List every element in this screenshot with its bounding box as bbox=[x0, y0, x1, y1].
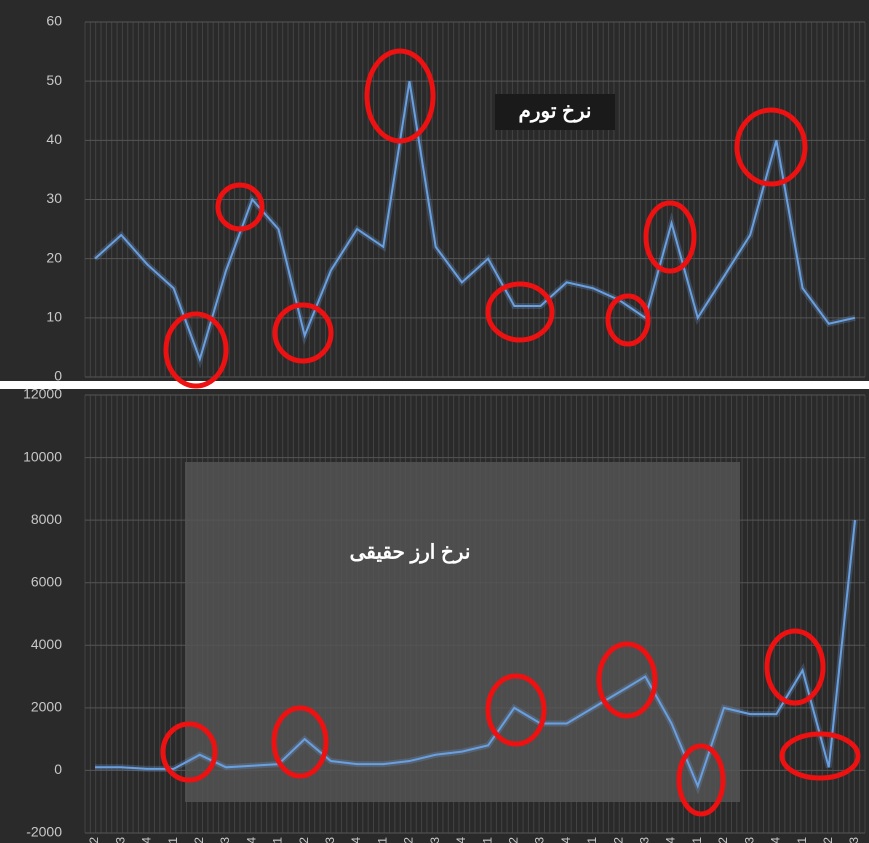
x-tick-label: 1388q1 bbox=[690, 837, 704, 843]
y-tick-label: 60 bbox=[46, 13, 62, 29]
highlight bbox=[163, 311, 229, 389]
highlight bbox=[485, 673, 547, 747]
x-tick-label: 1374q2 bbox=[402, 837, 416, 843]
x-tick-label: 1376q4 bbox=[454, 837, 468, 843]
highlight bbox=[215, 182, 265, 232]
y-tick-label: 0 bbox=[54, 368, 62, 384]
x-tick-label: 1363q1 bbox=[166, 837, 180, 843]
y-tick-label: 12000 bbox=[23, 386, 62, 402]
x-tick-label: 1380q3 bbox=[533, 837, 547, 843]
x-tick-label: 1390q3 bbox=[742, 837, 756, 843]
x-tick-label: 1359q2 bbox=[87, 837, 101, 843]
y-tick-label: 20 bbox=[46, 249, 62, 265]
x-tick-label: 1366q4 bbox=[244, 837, 258, 843]
x-tick-label: 1368q1 bbox=[271, 837, 285, 843]
x-tick-label: 1384q2 bbox=[611, 837, 625, 843]
x-tick-label: 1391q4 bbox=[769, 837, 783, 843]
x-tick-label: 1394q2 bbox=[821, 837, 835, 843]
x-tick-label: 1383q1 bbox=[585, 837, 599, 843]
data-line bbox=[95, 520, 856, 789]
x-tick-label: 1386q4 bbox=[664, 837, 678, 843]
x-tick-label: 1395q3 bbox=[847, 837, 861, 843]
y-tick-label: 30 bbox=[46, 190, 62, 206]
highlight bbox=[643, 200, 697, 274]
x-tick-label: 1369q2 bbox=[297, 837, 311, 843]
x-tick-label: 1378q1 bbox=[480, 837, 494, 843]
highlight bbox=[272, 302, 334, 364]
y-tick-label: 4000 bbox=[31, 636, 62, 652]
x-tick-label: 1385q3 bbox=[638, 837, 652, 843]
highlight bbox=[779, 731, 861, 781]
separator bbox=[0, 381, 869, 389]
x-tick-label: 1381q4 bbox=[559, 837, 573, 843]
x-tick-label: 1389q2 bbox=[716, 837, 730, 843]
x-tick-label: 1361q4 bbox=[140, 837, 154, 843]
x-tick-label: 1364q2 bbox=[192, 837, 206, 843]
plots: 0 10 20 30 40 50 60 نرخ تورم -2000 0 2000 4000 6000 8… bbox=[23, 13, 866, 843]
highlight bbox=[734, 107, 808, 187]
y-tick-label: 2000 bbox=[31, 699, 62, 715]
highlight-circles bbox=[160, 48, 861, 817]
highlight bbox=[485, 281, 555, 343]
x-tick-label: 1373q1 bbox=[375, 837, 389, 843]
x-tick-label: 1370q3 bbox=[323, 837, 337, 843]
highlight bbox=[605, 293, 651, 347]
chart-title: نرخ ارز حقیقی bbox=[350, 541, 471, 564]
x-tick-label: 1365q3 bbox=[218, 837, 232, 843]
y-tick-label: -2000 bbox=[26, 824, 62, 840]
highlight bbox=[364, 48, 436, 144]
y-tick-label: 0 bbox=[54, 761, 62, 777]
x-tick-label: 1375q3 bbox=[428, 837, 442, 843]
x-tick-label: 1379q2 bbox=[506, 837, 520, 843]
y-tick-label: 8000 bbox=[31, 511, 62, 527]
y-tick-label: 6000 bbox=[31, 573, 62, 589]
chart-title: نرخ تورم bbox=[518, 100, 591, 123]
highlight bbox=[596, 641, 658, 719]
y-tick-label: 10000 bbox=[23, 448, 62, 464]
x-tick-label: 1360q3 bbox=[113, 837, 127, 843]
highlight bbox=[271, 705, 329, 779]
y-tick-label: 10 bbox=[46, 309, 62, 325]
title-background bbox=[495, 94, 615, 130]
y-tick-label: 40 bbox=[46, 131, 62, 147]
x-tick-label: 1393q1 bbox=[795, 837, 809, 843]
highlight bbox=[160, 721, 218, 783]
highlight bbox=[764, 628, 826, 706]
data-line bbox=[94, 81, 856, 363]
y-tick-label: 50 bbox=[46, 72, 62, 88]
highlight bbox=[676, 743, 726, 817]
x-tick-label: 1371q4 bbox=[349, 837, 363, 843]
